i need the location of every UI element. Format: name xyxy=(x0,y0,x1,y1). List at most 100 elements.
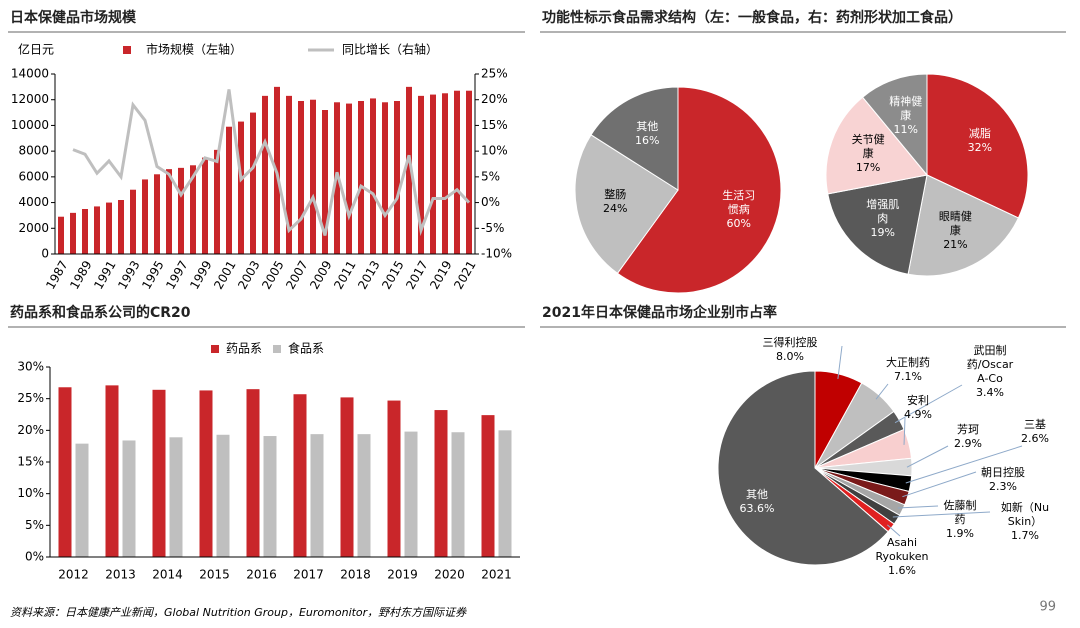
x-tick-label: 2017 xyxy=(403,258,430,291)
slice-value: 63.6% xyxy=(739,502,775,515)
leader-line xyxy=(897,505,939,509)
slice-name: 增强肌肉 xyxy=(866,198,900,226)
slice-value: 19% xyxy=(870,226,895,240)
y2-tick-label: 10% xyxy=(481,144,508,158)
slice-value: 1.9% xyxy=(946,527,974,540)
slice-value: 7.1% xyxy=(894,370,922,383)
x-tick-label: 2012 xyxy=(58,568,89,582)
y2-tick-label: 20% xyxy=(481,92,508,106)
slice-value: 24% xyxy=(603,201,628,215)
y-axis-label: 亿日元 xyxy=(18,42,54,57)
bar xyxy=(346,103,352,254)
slice-label: 如新（Nu Skin） 1.7% xyxy=(995,501,1055,543)
bar xyxy=(130,189,136,254)
x-tick-label: 2014 xyxy=(152,568,183,582)
section-title: 日本保健品市场规模 xyxy=(10,9,137,26)
line-series xyxy=(72,89,471,237)
bar xyxy=(216,434,230,557)
leader-line xyxy=(903,417,906,445)
x-tick-label: 1997 xyxy=(163,258,190,291)
bar xyxy=(498,430,512,557)
y-tick-label: 20% xyxy=(17,423,44,437)
x-tick-label: 2005 xyxy=(259,258,286,291)
bar xyxy=(430,94,436,254)
slice-name: 芳珂 xyxy=(957,423,979,436)
x-tick-label: 1987 xyxy=(43,258,70,291)
pie-slice xyxy=(616,86,782,294)
legend-swatch xyxy=(211,345,219,353)
slice-value: 17% xyxy=(855,160,881,174)
bar xyxy=(250,112,256,254)
bar xyxy=(178,167,184,254)
slice-label: 生活习惯病 60% xyxy=(719,189,759,231)
pie-slice xyxy=(926,73,1029,219)
x-tick-label: 2009 xyxy=(307,258,334,291)
bar xyxy=(310,99,316,254)
leader-line xyxy=(875,383,889,400)
slice-label: 大正制药 7.1% xyxy=(878,356,938,384)
slice-label: 三基 2.6% xyxy=(1015,418,1055,446)
bar xyxy=(451,432,465,557)
section-title: 2021年日本保健品市场企业别市占率 xyxy=(542,304,777,321)
slice-label: 芳珂 2.9% xyxy=(948,423,988,451)
slice-label: 其他 16% xyxy=(627,120,667,148)
bar xyxy=(262,95,268,254)
leader-line xyxy=(906,445,949,468)
slice-value: 60% xyxy=(726,216,751,230)
slice-label: 关节健康 17% xyxy=(848,133,888,175)
y2-tick-label: 25% xyxy=(481,67,508,81)
slice-name: Asahi Ryokuken xyxy=(875,536,929,563)
x-tick-label: 2018 xyxy=(340,568,371,582)
slice-name: 精神健康 xyxy=(889,95,923,123)
x-tick-label: 2011 xyxy=(331,258,358,291)
y-tick-label: 30% xyxy=(17,360,44,374)
slice-name: 三基 xyxy=(1024,418,1046,431)
bar xyxy=(481,415,495,557)
x-tick-label: 2015 xyxy=(379,258,406,291)
pie-slice xyxy=(827,174,928,275)
slice-label: 佐藤制药 1.9% xyxy=(940,499,980,541)
slice-value: 3.4% xyxy=(976,386,1004,399)
slice-name: 安利 xyxy=(907,394,929,407)
y-tick-label: 0% xyxy=(25,550,44,564)
slice-name: 武田制药/Oscar A-Co xyxy=(966,344,1014,385)
bar xyxy=(94,206,100,254)
legend-swatch xyxy=(123,46,131,54)
x-tick-label: 1989 xyxy=(67,258,94,291)
slice-name: 大正制药 xyxy=(886,356,930,369)
leader-line xyxy=(837,345,843,379)
x-tick-label: 2019 xyxy=(387,568,418,582)
bar xyxy=(246,389,260,557)
bar xyxy=(310,434,324,557)
pie-slice xyxy=(717,370,889,566)
y2-tick-label: -5% xyxy=(481,221,504,235)
legend-label: 市场规模（左轴） xyxy=(146,42,242,57)
bar xyxy=(340,397,354,557)
x-tick-label: 2007 xyxy=(283,258,310,291)
slice-value: 21% xyxy=(943,237,968,251)
bar xyxy=(122,440,136,557)
slice-name: 关节健康 xyxy=(851,132,885,160)
y2-tick-label: 0% xyxy=(481,195,500,209)
source-note: 资料来源：日本健康产业新闻，Global Nutrition Group，Eur… xyxy=(10,606,467,619)
x-tick-label: 1993 xyxy=(115,258,142,291)
y-tick-label: 6000 xyxy=(18,169,49,183)
bar xyxy=(190,165,196,254)
slice-label: 整肠 24% xyxy=(595,188,635,216)
y-tick-label: 8000 xyxy=(18,144,49,158)
x-tick-label: 1995 xyxy=(139,258,166,291)
slice-name: 整肠 xyxy=(604,187,627,201)
bar xyxy=(298,101,304,254)
x-tick-label: 2020 xyxy=(434,568,465,582)
legend-swatch xyxy=(273,345,281,353)
slice-value: 11% xyxy=(893,123,918,137)
bar xyxy=(454,90,460,254)
legend-label: 同比增长（右轴） xyxy=(342,42,438,57)
slice-value: 2.6% xyxy=(1021,432,1049,445)
bar xyxy=(263,436,277,557)
y-tick-label: 10000 xyxy=(11,118,49,132)
x-tick-label: 2019 xyxy=(427,258,454,291)
bar xyxy=(466,90,472,254)
